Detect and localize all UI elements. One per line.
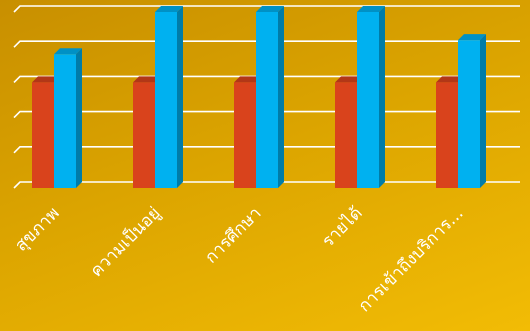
gridline-4: [13, 40, 520, 48]
category-label-4: การเข้าถึงบริการ...: [355, 203, 468, 316]
bar-1-series-1: [155, 6, 183, 188]
bar-4-series-1: [458, 34, 486, 188]
category-labels: สุขภาพ ความเป็นอยู่ การศึกษา รายได้การเข้าถ…: [11, 202, 467, 316]
bar-3-series-1: [357, 6, 385, 188]
category-label-1: ความเป็นอยู่: [85, 202, 164, 281]
gridline-5: [13, 5, 520, 13]
category-label-0: สุขภาพ: [11, 203, 63, 255]
bar-0-series-1: [54, 48, 82, 188]
category-label-3: รายได้: [318, 203, 367, 252]
bars: [32, 6, 486, 188]
category-label-2: การศึกษา: [201, 203, 265, 267]
bar-2-series-1: [256, 6, 284, 188]
